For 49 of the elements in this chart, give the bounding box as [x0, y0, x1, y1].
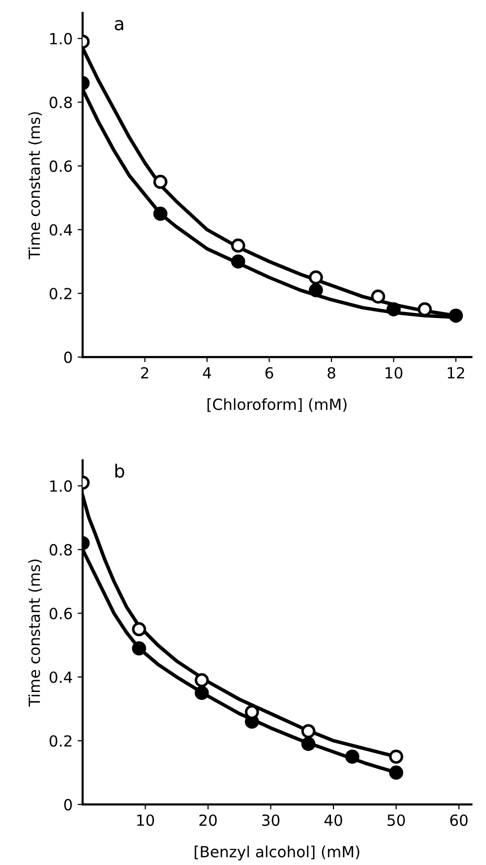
y-tick-label: 0.2	[50, 288, 72, 300]
chart-title: a	[114, 20, 124, 30]
x-axis-title: [Chloroform] (mM)	[208, 398, 347, 412]
y-tick-label: 0.6	[50, 160, 72, 172]
point	[371, 289, 386, 304]
chart-title: b	[115, 464, 124, 478]
y-tick-label: 0	[64, 352, 72, 364]
point	[153, 174, 168, 189]
x-axis-title: [Benzyl alcohol] (mM)	[194, 846, 360, 860]
x-tick-label: 30	[262, 814, 280, 826]
point	[389, 750, 404, 764]
y-tick-label: 0	[64, 798, 72, 810]
point	[194, 673, 209, 688]
point	[386, 302, 401, 316]
y-tick-label: 0.8	[50, 96, 72, 108]
point	[132, 641, 146, 656]
point	[389, 766, 404, 780]
y-tick-label: 1.0	[50, 32, 72, 44]
point	[231, 238, 246, 253]
x-tick-label: 50	[388, 814, 405, 826]
point	[308, 283, 323, 298]
x-tick-label: 20	[199, 814, 217, 826]
y-axis-title: Time constant (ms)	[28, 560, 42, 707]
point	[153, 206, 168, 221]
y-tick-label: 1.0	[50, 480, 72, 492]
y-tick-label: 0.2	[50, 735, 72, 747]
point	[448, 308, 463, 323]
point	[231, 254, 246, 269]
y-tick-label: 0.4	[50, 671, 72, 684]
point	[301, 736, 316, 751]
point	[132, 622, 146, 636]
x-tick-label: 4	[202, 367, 212, 378]
x-tick-label: 10	[137, 814, 154, 826]
y-axis-title: Time constant (ms)	[28, 112, 42, 260]
point	[194, 686, 209, 700]
x-tick-label: 60	[450, 814, 468, 826]
x-tick-label: 6	[265, 367, 274, 379]
point	[301, 724, 316, 738]
x-tick-label: 40	[324, 814, 342, 826]
point	[418, 302, 432, 316]
x-tick-label: 2	[141, 367, 148, 378]
y-tick-label: 0.6	[50, 608, 72, 620]
y-tick-label: 0.8	[50, 544, 72, 556]
x-tick-label: 10	[386, 367, 402, 379]
point	[308, 270, 323, 284]
x-tick-label: 12	[448, 367, 464, 378]
point	[345, 750, 360, 764]
x-tick-label: 8	[328, 367, 336, 379]
y-tick-label: 0.4	[50, 224, 72, 236]
